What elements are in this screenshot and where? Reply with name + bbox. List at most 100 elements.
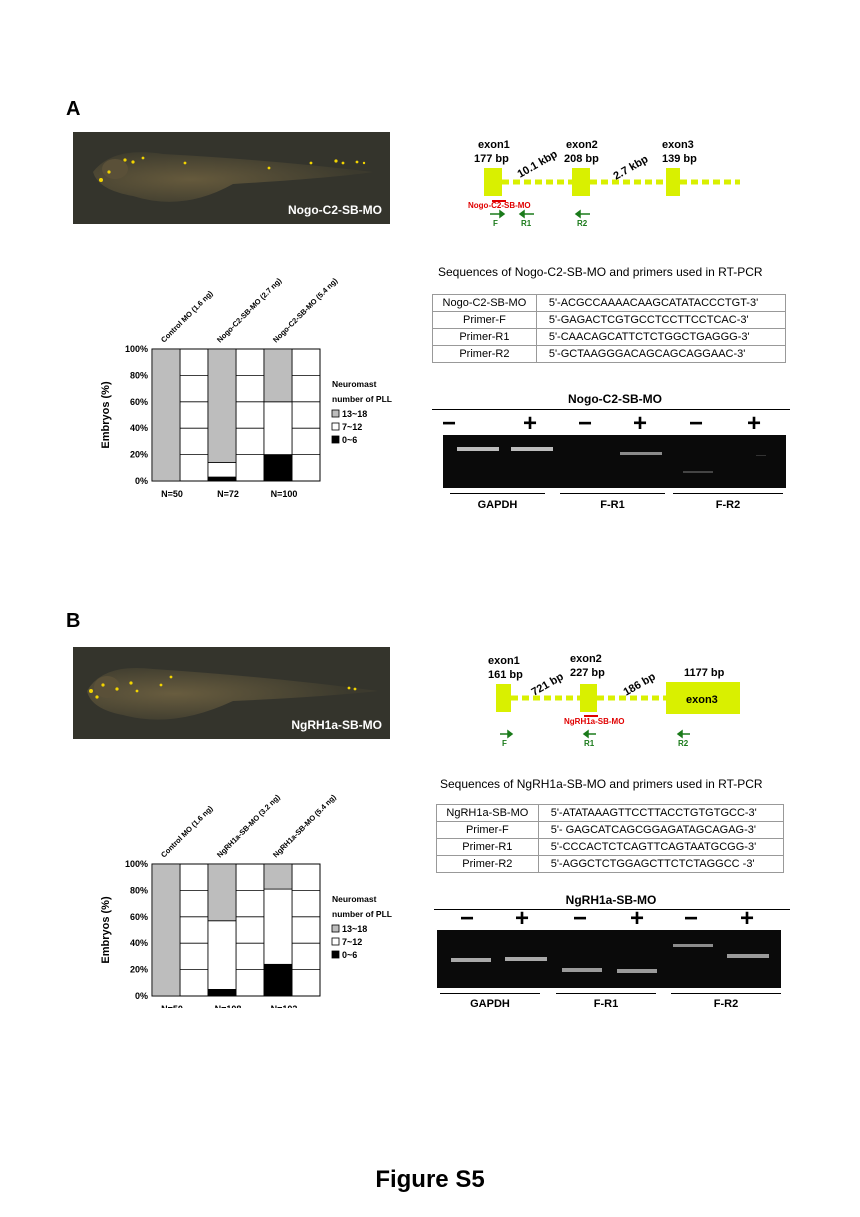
seq-name: Primer-F	[436, 821, 539, 839]
sign-plus: +	[746, 410, 761, 437]
bar-chart-b: 0% 20% 40% 60% 80% 100% Embryos (%) Control MO …	[100, 792, 392, 1008]
bar-segment-13~18	[263, 863, 293, 890]
y-tick-label: 0%	[135, 991, 148, 1001]
seq-value: 5'-ACGCCAAAACAAGCATATACCCTGT-3'	[535, 294, 787, 312]
legend-swatch	[331, 924, 340, 933]
y-tick-label: 0%	[135, 476, 148, 486]
primer-r1-label: R1	[584, 739, 595, 748]
table-row: Primer-R2 5'-GCTAAGGGACAGCAGCAGGAAC-3'	[432, 345, 787, 363]
gel-bands	[451, 944, 769, 973]
table-row: Primer-F 5'- GAGCATCAGCGGAGATAGCAGAG-3'	[436, 821, 785, 839]
legend-swatch	[331, 435, 340, 444]
table-row: Primer-F 5'-GAGACTCGTGCCTCCTTCCTCAC-3'	[432, 311, 787, 329]
table-row: Primer-R1 5'-CCCACTCTCAGTTCAGTAATGCGG-3'	[436, 838, 785, 856]
y-tick-label: 40%	[130, 938, 148, 948]
exon3-size: 1177 bp	[684, 667, 725, 679]
bar-segment-0~6	[263, 454, 293, 482]
sign-minus: −	[459, 905, 474, 932]
embryo-photo	[87, 667, 378, 720]
y-tick-label: 20%	[130, 450, 148, 460]
gel-group-line	[440, 993, 540, 994]
primer-r2-label: R2	[577, 219, 588, 228]
sign-plus: +	[629, 905, 644, 932]
exon3-box	[666, 168, 680, 196]
gel-group-line	[673, 493, 783, 494]
legend-title: Neuromast	[332, 379, 377, 389]
exon1-size: 177 bp	[474, 153, 509, 165]
n-label: N=100	[271, 489, 298, 499]
exon3-size: 139 bp	[662, 153, 697, 165]
gel-top-line	[432, 409, 790, 410]
legend-swatch	[331, 950, 340, 959]
embryo-image-b: NgRH1a-SB-MO	[73, 647, 390, 739]
gel-image-a	[443, 435, 786, 488]
y-tick-label: 80%	[130, 370, 148, 380]
sign-minus: −	[688, 410, 703, 437]
legend-label: 7~12	[342, 422, 362, 432]
bar-segment-0~6	[207, 476, 237, 482]
seq-name: Nogo-C2-SB-MO	[432, 294, 537, 312]
y-tick-label: 60%	[130, 397, 148, 407]
exon3-label: exon3	[686, 694, 718, 706]
n-label: N=72	[217, 489, 239, 499]
panel-b-letter: B	[66, 610, 81, 632]
primer-arrows	[500, 729, 690, 739]
exon3-label: exon3	[662, 139, 694, 151]
primer-f-label: F	[493, 219, 498, 228]
embryo-photo	[93, 152, 373, 202]
gel-group-label: F-R2	[713, 998, 739, 1010]
seq-table-b: NgRH1a-SB-MO 5'-ATATAAAGTTCCTTACCTGTGTGCC…	[436, 804, 785, 873]
category-label: Control MO (1.6 ng)	[159, 288, 215, 344]
n-label: N=102	[271, 1004, 298, 1008]
y-tick-label: 100%	[125, 344, 148, 354]
legend-title: Neuromast	[332, 894, 377, 904]
y-tick-label: 80%	[130, 885, 148, 895]
gel-group-line	[556, 993, 656, 994]
sign-plus: +	[739, 905, 754, 932]
seq-table-a: Nogo-C2-SB-MO 5'-ACGCCAAAACAAGCATATACCCTG…	[432, 294, 787, 363]
sign-minus: −	[572, 905, 587, 932]
exon1-box	[484, 168, 502, 196]
gel-title-a: Nogo-C2-SB-MO	[568, 392, 662, 406]
table-row: Primer-R1 5'-CAACAGCATTCTCTGGCTGAGGG-3'	[432, 328, 787, 346]
table-row: Primer-R2 5'-AGGCTCTGGAGCTTCTCTAGGCC -3'	[436, 855, 785, 873]
legend-swatch	[331, 409, 340, 418]
exon2-box	[580, 684, 597, 712]
exon1-label: exon1	[478, 139, 510, 151]
legend-label: 13~18	[342, 924, 367, 934]
exon1-box	[496, 684, 511, 712]
gel-top-line	[434, 909, 790, 910]
exon2-size: 208 bp	[564, 153, 599, 165]
seq-name: Primer-F	[432, 311, 537, 329]
seq-value: 5'-CCCACTCTCAGTTCAGTAATGCGG-3'	[537, 838, 785, 856]
gel-group-line	[560, 493, 665, 494]
bar-chart-a: 0% 20% 40% 60% 80% 100% Embryos (%) Control MO …	[100, 276, 392, 499]
category-label: Nogo-C2-SB-MO (5.4 ng)	[271, 276, 340, 345]
bar-segment-13~18	[207, 863, 237, 922]
category-label: Control MO (1.6 ng)	[159, 803, 215, 859]
gene-diagram-a: exon1 177 bp exon2 208 bp exon3 139 bp 1…	[468, 139, 740, 228]
exon1-size: 161 bp	[488, 669, 523, 681]
seq-value: 5'-GCTAAGGGACAGCAGCAGGAAC-3'	[535, 345, 787, 363]
n-label: N=50	[161, 1004, 183, 1008]
mo-label: NgRH1a-SB-MO	[564, 717, 624, 726]
legend-label: 0~6	[342, 435, 357, 445]
sign-plus: +	[632, 410, 647, 437]
y-tick-label: 40%	[130, 423, 148, 433]
y-tick-label: 100%	[125, 859, 148, 869]
seq-value: 5'-CAACAGCATTCTCTGGCTGAGGG-3'	[535, 328, 787, 346]
seq-title-b: Sequences of NgRH1a-SB-MO and primers us…	[440, 777, 763, 791]
sign-minus: −	[441, 410, 456, 437]
bar-segment-13~18	[151, 863, 181, 997]
n-label: N=50	[161, 489, 183, 499]
bar-segment-0~6	[207, 988, 237, 997]
category-label: NgRH1a-SB-MO (3.2 ng)	[215, 792, 282, 859]
seq-name: Primer-R2	[436, 855, 539, 873]
legend-label: 13~18	[342, 409, 367, 419]
seq-value: 5'- GAGCATCAGCGGAGATAGCAGAG-3'	[537, 821, 785, 839]
seq-name: Primer-R1	[432, 328, 537, 346]
bar-segment-7~12	[207, 462, 237, 478]
seq-name: Primer-R1	[436, 838, 539, 856]
exon2-size: 227 bp	[570, 667, 605, 679]
y-axis-label: Embryos (%)	[100, 381, 112, 449]
